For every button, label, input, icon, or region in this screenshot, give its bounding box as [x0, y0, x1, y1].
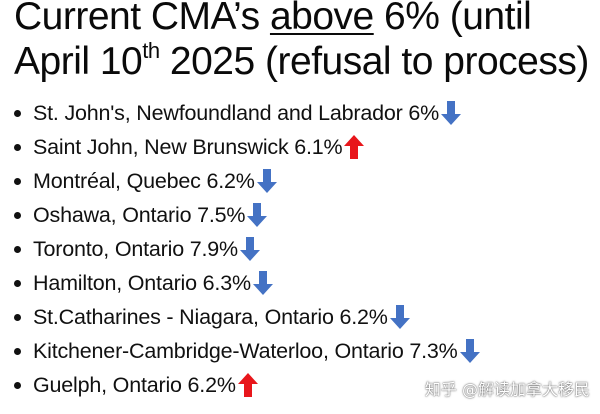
list-item-text: Guelph, Ontario 6.2% [33, 372, 259, 398]
list-item: Montréal, Quebec 6.2% [0, 164, 600, 198]
arrow-up-icon-shape [344, 135, 365, 159]
list-item-label: Saint John, New Brunswick 6.1% [33, 135, 343, 159]
bullet-icon [14, 280, 21, 287]
slide-title: Current CMA’s above 6% (until April 10th… [14, 0, 598, 84]
arrow-down-icon-shape [247, 203, 268, 227]
list-item: Guelph, Ontario 6.2% [0, 368, 600, 402]
list-item-text: Montréal, Quebec 6.2% [33, 168, 278, 194]
list-item-text: St. John's, Newfoundland and Labrador 6% [33, 100, 462, 126]
watermark: 知乎 @解读加拿大移民 [424, 380, 590, 399]
list-item-text: Saint John, New Brunswick 6.1% [33, 134, 365, 160]
arrow-up-icon [237, 373, 258, 397]
list-item-label: Guelph, Ontario 6.2% [33, 373, 236, 397]
list-item-label: Kitchener-Cambridge-Waterloo, Ontario 7.… [33, 339, 458, 363]
bullet-icon [14, 144, 21, 151]
list-item-text: Kitchener-Cambridge-Waterloo, Ontario 7.… [33, 338, 481, 364]
list-item: St. John's, Newfoundland and Labrador 6% [0, 96, 600, 130]
list-item: Toronto, Ontario 7.9% [0, 232, 600, 266]
list-item-text: Oshawa, Ontario 7.5% [33, 202, 268, 228]
arrow-down-icon-shape [256, 169, 277, 193]
list-item: Saint John, New Brunswick 6.1% [0, 130, 600, 164]
bullet-icon [14, 246, 21, 253]
title-suffix: 6% (until [373, 0, 532, 38]
title-prefix: Current CMA’s [14, 0, 270, 38]
arrow-up-icon-shape [237, 373, 258, 397]
arrow-down-icon [389, 305, 410, 329]
list-item-label: St.Catharines - Niagara, Ontario 6.2% [33, 305, 388, 329]
list-item: St.Catharines - Niagara, Ontario 6.2% [0, 300, 600, 334]
bullet-icon [14, 178, 21, 185]
list-item-label: Hamilton, Ontario 6.3% [33, 271, 251, 295]
arrow-down-icon [239, 237, 260, 261]
arrow-down-icon [256, 169, 277, 193]
list-item: Kitchener-Cambridge-Waterloo, Ontario 7.… [0, 334, 600, 368]
title-superscript: th [142, 38, 160, 63]
arrow-down-icon-shape [252, 271, 273, 295]
bullet-icon [14, 382, 21, 389]
list-item-label: Oshawa, Ontario 7.5% [33, 203, 246, 227]
arrow-down-icon-shape [459, 339, 480, 363]
arrow-down-icon [459, 339, 480, 363]
list-item: Hamilton, Ontario 6.3% [0, 266, 600, 300]
arrow-down-icon-shape [441, 101, 462, 125]
list-item: Oshawa, Ontario 7.5% [0, 198, 600, 232]
list-item-label: Montréal, Quebec 6.2% [33, 169, 255, 193]
bullet-icon [14, 110, 21, 117]
arrow-down-icon-shape [239, 237, 260, 261]
list-item-text: Toronto, Ontario 7.9% [33, 236, 261, 262]
bullet-icon [14, 348, 21, 355]
title-line2-end: 2025 (refusal to process) [159, 40, 589, 83]
list-item-text: Hamilton, Ontario 6.3% [33, 270, 274, 296]
arrow-up-icon [344, 135, 365, 159]
title-line2-start: April 10 [14, 40, 143, 83]
bullet-icon [14, 314, 21, 321]
bullet-icon [14, 212, 21, 219]
title-emphasis: above [269, 0, 374, 38]
cma-list: St. John's, Newfoundland and Labrador 6%… [0, 96, 600, 402]
arrow-down-icon [247, 203, 268, 227]
list-item-label: St. John's, Newfoundland and Labrador 6% [33, 101, 440, 125]
arrow-down-icon-shape [389, 305, 410, 329]
arrow-down-icon [252, 271, 273, 295]
title-line-1: Current CMA’s above 6% (until [14, 0, 598, 39]
title-line-2: April 10th 2025 (refusal to process) [14, 39, 598, 84]
arrow-down-icon [441, 101, 462, 125]
list-item-label: Toronto, Ontario 7.9% [33, 237, 238, 261]
list-item-text: St.Catharines - Niagara, Ontario 6.2% [33, 304, 411, 330]
